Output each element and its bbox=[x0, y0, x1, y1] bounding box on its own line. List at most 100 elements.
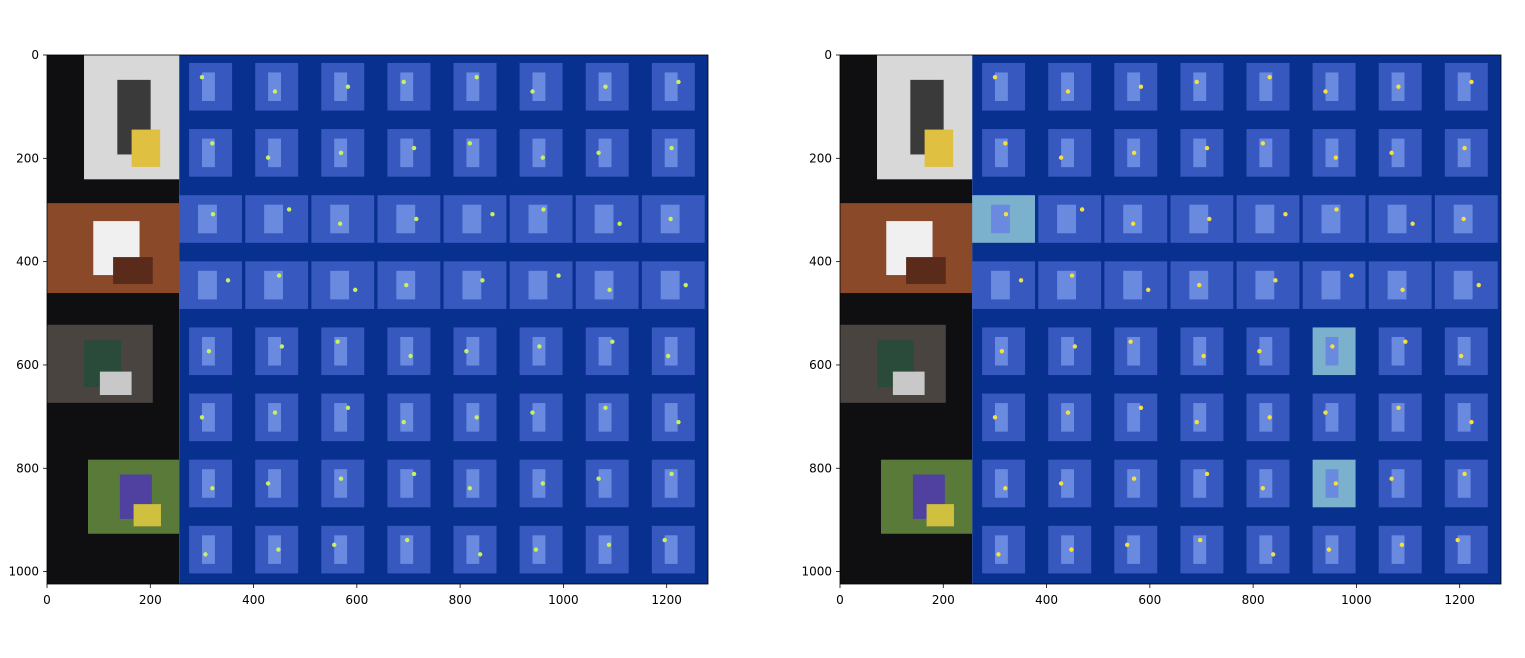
heat-spot bbox=[474, 415, 479, 420]
x-tick-label: 800 bbox=[449, 593, 472, 607]
thumbnail-detail bbox=[198, 270, 217, 300]
heat-spot bbox=[1207, 216, 1212, 222]
thumbnail-detail bbox=[1391, 535, 1405, 564]
heat-spot bbox=[676, 79, 681, 85]
y-tick-label: 400 bbox=[809, 255, 832, 269]
thumbnail-detail bbox=[1325, 72, 1339, 102]
heat-spot bbox=[1389, 476, 1394, 481]
thumbnail-detail bbox=[1193, 403, 1207, 432]
thumbnail-detail bbox=[268, 403, 281, 432]
thumbnail-detail bbox=[334, 336, 348, 366]
thumbnail-detail bbox=[466, 138, 480, 168]
heat-spot bbox=[1396, 84, 1401, 89]
heat-spot bbox=[665, 353, 671, 359]
thumbnail-detail bbox=[268, 469, 281, 498]
heat-spot bbox=[411, 471, 417, 477]
heat-spot bbox=[1125, 542, 1130, 548]
thumbnail-detail bbox=[1457, 469, 1471, 498]
thumbnail-detail bbox=[1061, 138, 1074, 168]
heat-spot bbox=[1273, 278, 1278, 283]
x-tick-label: 600 bbox=[1138, 593, 1161, 607]
heat-spot bbox=[490, 212, 495, 217]
heat-spot bbox=[210, 141, 215, 146]
heat-spot bbox=[404, 282, 409, 288]
thumbnail-detail bbox=[1127, 403, 1141, 432]
heat-spot bbox=[1260, 486, 1266, 491]
heat-spot bbox=[1455, 537, 1460, 543]
thumbnail-detail bbox=[466, 72, 480, 102]
heat-spot bbox=[1072, 344, 1078, 349]
thumbnail-detail bbox=[598, 138, 612, 168]
thumbnail-detail bbox=[532, 72, 546, 102]
y-tick-label: 600 bbox=[16, 358, 39, 372]
axes-frame bbox=[839, 54, 1502, 585]
thumbnail-detail bbox=[1255, 204, 1275, 234]
thumbnail-detail bbox=[466, 403, 480, 432]
thumbnail-detail bbox=[1457, 535, 1471, 564]
heat-spot bbox=[401, 419, 406, 425]
heat-spot bbox=[1069, 547, 1074, 552]
thumbnail-detail bbox=[400, 469, 414, 498]
heat-spot bbox=[533, 547, 539, 552]
heat-spot bbox=[606, 542, 612, 548]
thumbnail-detail bbox=[1457, 336, 1471, 366]
heat-spot bbox=[1058, 481, 1064, 486]
thumbnail-detail bbox=[1259, 535, 1273, 564]
photo-detail bbox=[906, 257, 946, 285]
heat-spot bbox=[286, 207, 292, 212]
thumbnail-detail bbox=[334, 535, 348, 564]
heat-spot bbox=[1326, 547, 1332, 552]
photo-detail bbox=[131, 129, 161, 167]
heat-spot bbox=[265, 155, 271, 160]
heat-spot bbox=[1270, 552, 1276, 557]
heat-spot bbox=[1079, 207, 1085, 212]
thumbnail-detail bbox=[1127, 535, 1141, 564]
photo-detail bbox=[99, 371, 132, 396]
heat-spot bbox=[1410, 221, 1415, 226]
heat-spot bbox=[335, 339, 340, 344]
heat-spot bbox=[1469, 79, 1474, 85]
thumbnail-detail bbox=[1061, 535, 1074, 564]
thumbnail-detail bbox=[1325, 138, 1339, 168]
photo-detail bbox=[133, 504, 161, 527]
heat-spot bbox=[210, 486, 215, 491]
y-tick-label: 600 bbox=[809, 358, 832, 372]
thumbnail-detail bbox=[1325, 403, 1339, 432]
thumbnail-detail bbox=[1189, 204, 1209, 234]
thumbnail-detail bbox=[334, 403, 348, 432]
heat-spot bbox=[1458, 353, 1464, 359]
thumbnail-detail bbox=[462, 204, 482, 234]
heat-spot bbox=[1462, 471, 1467, 477]
heat-spot bbox=[617, 221, 622, 226]
thumbnail-detail bbox=[1061, 469, 1074, 498]
heat-spot bbox=[1204, 145, 1210, 151]
x-tick-label: 200 bbox=[139, 593, 162, 607]
heat-spot bbox=[1131, 476, 1137, 481]
heat-spot bbox=[338, 476, 344, 481]
heat-spot bbox=[1058, 155, 1064, 160]
heat-spot bbox=[404, 537, 410, 543]
heat-spot bbox=[596, 476, 601, 481]
thumbnail-detail bbox=[334, 72, 348, 102]
heat-spot bbox=[556, 273, 561, 278]
heat-spot bbox=[480, 278, 485, 283]
heat-spot bbox=[683, 282, 688, 288]
heat-spot bbox=[225, 278, 231, 283]
thumbnail-detail bbox=[1193, 336, 1207, 366]
thumbnail-detail bbox=[400, 336, 414, 366]
thumbnail-detail bbox=[1193, 469, 1207, 498]
heat-spot bbox=[401, 79, 406, 85]
heat-spot bbox=[199, 75, 205, 80]
heat-spot bbox=[992, 415, 998, 420]
thumbnail-detail bbox=[598, 535, 612, 564]
thumbnail-detail bbox=[264, 204, 283, 234]
heat-spot bbox=[996, 552, 1001, 557]
heat-spot bbox=[353, 287, 358, 293]
heat-spot bbox=[474, 75, 479, 80]
thumbnail-detail bbox=[264, 270, 283, 300]
heat-spot bbox=[1389, 150, 1394, 156]
heat-spot bbox=[477, 552, 483, 557]
heat-spot bbox=[345, 405, 351, 411]
heat-spot bbox=[1267, 75, 1272, 80]
thumbnail-detail bbox=[598, 403, 612, 432]
